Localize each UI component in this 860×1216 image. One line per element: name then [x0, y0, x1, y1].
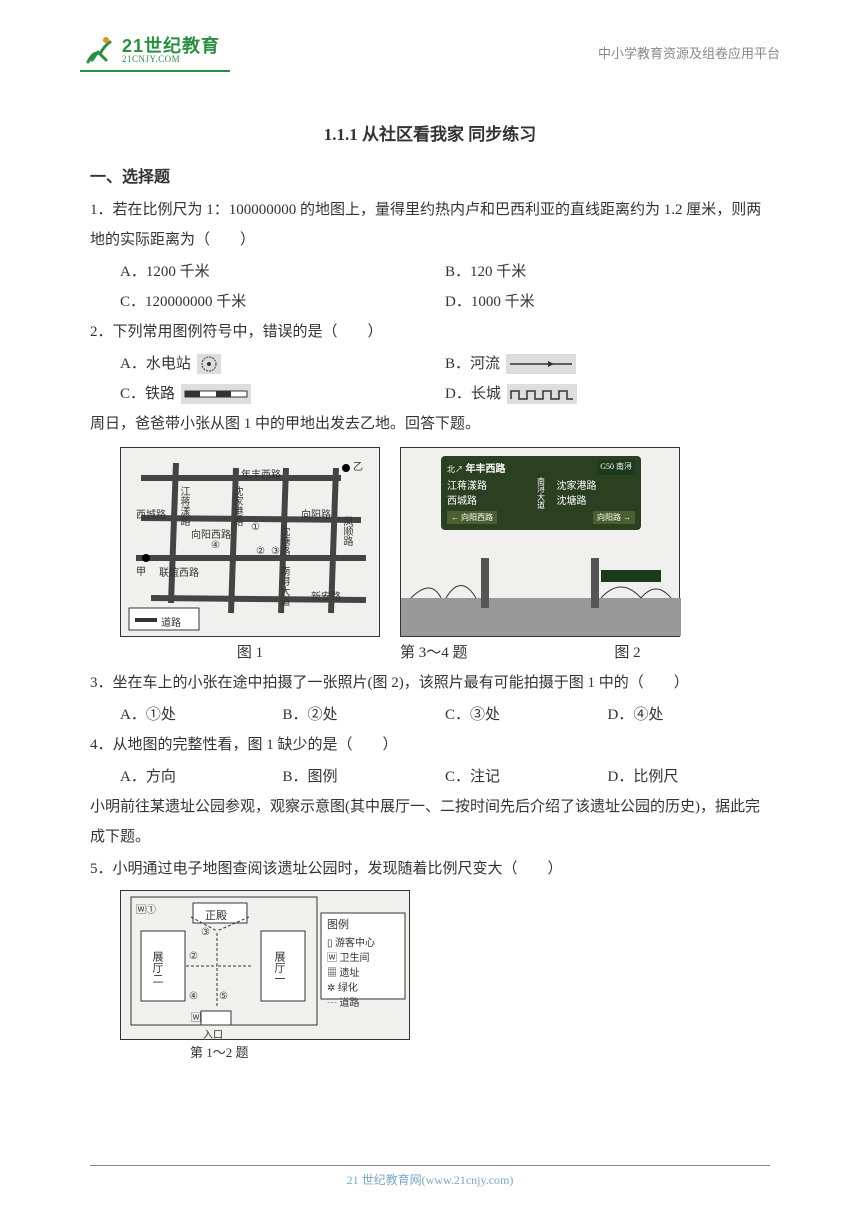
- hydropower-icon: [197, 354, 221, 374]
- legend-visitor-center: ▯ 游客中心: [327, 936, 375, 951]
- greatwall-icon: [507, 384, 577, 404]
- legend-ruins: ▦ 遗址: [327, 966, 375, 981]
- logo-runner-icon: [80, 32, 116, 68]
- park-map-figure: 正殿 展厅二 展厅一 入口 🅆① ② ③ ④ ⑤ 🅆 图例 ▯ 游客中心 🅆 卫…: [120, 890, 410, 1040]
- q4-option-c: C．注记: [445, 762, 608, 792]
- fig2-caption: 图 2: [488, 641, 768, 662]
- q3-option-c: C．③处: [445, 700, 608, 730]
- q3-option-d: D．④处: [608, 700, 771, 730]
- legend-restroom: 🅆 卫生间: [327, 951, 375, 966]
- q3-options: A．①处 B．②处 C．③处 D．④处: [90, 700, 770, 730]
- page-footer: 21 世纪教育网(www.21cnjy.com): [0, 1171, 860, 1188]
- q1-option-b: B．120 千米: [445, 257, 770, 287]
- q4-option-a: A．方向: [120, 762, 283, 792]
- q1-options: A．1200 千米 B．120 千米 C．120000000 千米 D．1000…: [90, 257, 770, 317]
- q2-options: A．水电站 B．河流 C．铁路 D．长城: [90, 349, 770, 409]
- q1-option-d: D．1000 千米: [445, 287, 770, 317]
- context-q5: 小明前往某遗址公园参观，观察示意图(其中展厅一、二按时间先后介绍了该遗址公园的历…: [90, 792, 770, 852]
- q2-option-b: B．河流: [445, 349, 770, 379]
- figure-2-photo: 北↗ 年丰西路 G50 南浔 江蒋漾路西城路 南浔大道 沈家港路沈塘路 ← 向阳…: [400, 447, 680, 637]
- legend-path: ┄ 道路: [327, 996, 375, 1011]
- section-heading: 一、选择题: [90, 163, 770, 187]
- q3-text: 3．坐在车上的小张在途中拍摄了一张照片(图 2)，该照片最有可能拍摄于图 1 中…: [90, 668, 770, 698]
- q4-options: A．方向 B．图例 C．注记 D．比例尺: [90, 762, 770, 792]
- railway-icon: [181, 384, 251, 404]
- q3-option-b: B．②处: [283, 700, 446, 730]
- q1-text: 1．若在比例尺为 1：100000000 的地图上，量得里约热内卢和巴西利亚的直…: [90, 195, 770, 255]
- fig1-caption: 图 1: [120, 641, 380, 662]
- logo: 21世纪教育 21CNJY.COM: [80, 32, 230, 68]
- fig-mid-caption: 第 3～4 题: [380, 641, 488, 662]
- header-platform-text: 中小学教育资源及组卷应用平台: [598, 43, 780, 62]
- q1-option-c: C．120000000 千米: [120, 287, 445, 317]
- q2-text: 2．下列常用图例符号中，错误的是（ ）: [90, 317, 770, 347]
- q5-text: 5．小明通过电子地图查阅该遗址公园时，发现随着比例尺变大（ ）: [90, 854, 770, 884]
- q3-option-a: A．①处: [120, 700, 283, 730]
- footer-divider: [90, 1165, 770, 1166]
- q4-text: 4．从地图的完整性看，图 1 缺少的是（ ）: [90, 730, 770, 760]
- q4-option-d: D．比例尺: [608, 762, 771, 792]
- page-title: 1.1.1 从社区看我家 同步练习: [90, 120, 770, 145]
- logo-text-en: 21CNJY.COM: [122, 55, 220, 64]
- river-icon: [506, 354, 576, 374]
- legend-green: ✲ 绿化: [327, 981, 375, 996]
- q2-option-d: D．长城: [445, 379, 770, 409]
- logo-text-cn: 21世纪教育: [122, 37, 220, 55]
- park-caption: 第 1～2 题: [190, 1042, 770, 1061]
- context-q3-4: 周日，爸爸带小张从图 1 中的甲地出发去乙地。回答下题。: [90, 409, 770, 439]
- q1-option-a: A．1200 千米: [120, 257, 445, 287]
- logo-underline: [80, 70, 230, 72]
- q2-option-a: A．水电站: [120, 349, 445, 379]
- figure-1-map: 年丰西路 向阳路 沈家港路 江蒋漾路 西城路 联谊西路 向阳西路 南浔大道 凤顺…: [120, 447, 380, 637]
- q4-option-b: B．图例: [283, 762, 446, 792]
- q2-option-c: C．铁路: [120, 379, 445, 409]
